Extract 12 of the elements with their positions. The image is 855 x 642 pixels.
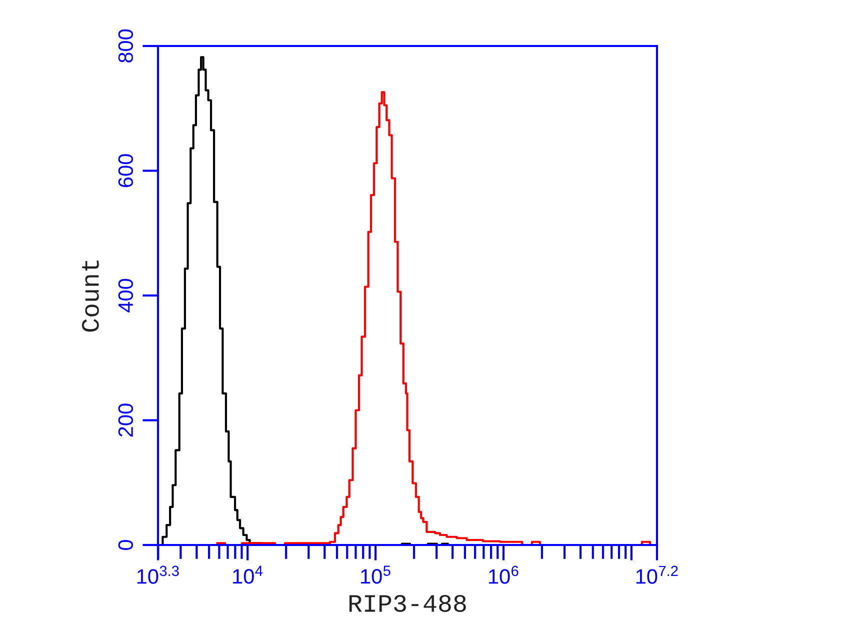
x-tick-label: 10$^{4}$: [233, 566, 263, 584]
x-tick-label: 10$^{3.3}$: [137, 566, 179, 584]
y-tick-label: 800: [118, 29, 134, 62]
y-tick-label: 400: [118, 278, 134, 312]
x-tick-label: 10$^{6}$: [489, 566, 518, 584]
y-tick-label: 0: [118, 540, 134, 550]
y-axis-title: Count: [82, 260, 99, 332]
x-tick-label: 10$^{7.2}$: [636, 566, 678, 584]
y-tick-label: 200: [118, 404, 134, 437]
y-tick-label: 600: [118, 154, 134, 188]
x-tick-label: 10$^{5}$: [361, 566, 390, 584]
x-axis-title: RIP3-488: [349, 594, 466, 612]
